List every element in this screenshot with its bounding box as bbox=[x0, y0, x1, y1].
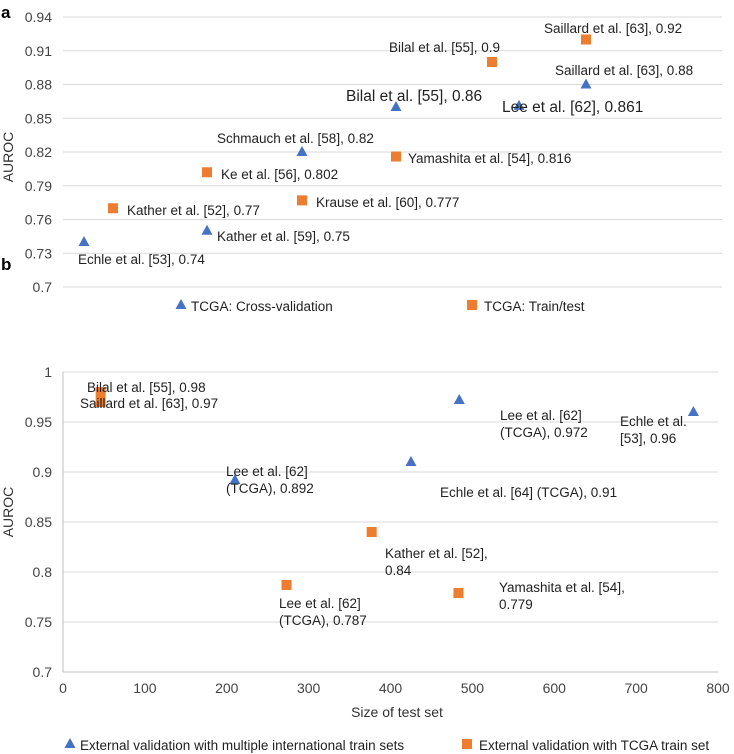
panel-b-annotations: Lee et al. [62] (TCGA), 0.892 Echle et al.… bbox=[80, 380, 687, 628]
panel-a-y-tick-label: 0.82 bbox=[25, 144, 52, 160]
panel-b-x-tick-label: 300 bbox=[297, 680, 321, 696]
legend-triangle-icon bbox=[64, 738, 76, 748]
legend-label-train-test: TCGA: Train/test bbox=[484, 299, 585, 314]
triangle-marker-lee-et-al-62-tcga-0-972 bbox=[453, 394, 465, 404]
legend-triangle-icon bbox=[175, 299, 187, 309]
legend-square-icon bbox=[467, 300, 477, 310]
square-marker-bilal-et-al-55-0-98 bbox=[95, 387, 106, 397]
panel-b-x-axis-title: Size of test set bbox=[351, 704, 443, 720]
panel-b-x-tick-label: 600 bbox=[543, 680, 567, 696]
data-label-lee-et-al-62-tcga-0-892: Lee et al. [62] (TCGA), 0.892 bbox=[226, 464, 314, 496]
panel-b-x-tick-label: 700 bbox=[624, 680, 648, 696]
panel-a-y-ticks: 0.7 0.73 0.76 0.79 0.82 0.85 0.88 0.91 0.94 bbox=[25, 9, 52, 295]
panel-b-y-tick-label: 0.75 bbox=[25, 614, 52, 630]
panel-b-x-tick-label: 0 bbox=[59, 680, 67, 696]
square-marker-bilal-et-al-55-0-9 bbox=[487, 57, 497, 67]
data-label-kather-et-al-52-0-84: Kather et al. [52], 0.84 bbox=[385, 546, 488, 578]
panel-b-y-tick-label: 0.9 bbox=[33, 464, 53, 480]
data-label-bilal-et-al-55-0-98: Bilal et al. [55], 0.98 bbox=[87, 380, 206, 395]
data-label-saillard-et-al-63-0-97: Saillard et al. [63], 0.97 bbox=[80, 396, 218, 411]
panel-a-annotations: Echle et al. [53], 0.74 Kather et al. [59… bbox=[78, 21, 693, 267]
panel-b-markers bbox=[95, 387, 699, 598]
panel-b-legend: External validation with multiple intern… bbox=[64, 738, 709, 753]
data-label-echle-et-al-64-tcga-0-91: Echle et al. [64] (TCGA), 0.91 bbox=[440, 485, 617, 500]
panel-a-legend: TCGA: Cross-validation TCGA: Train/test bbox=[175, 299, 585, 314]
square-marker-yamashita-et-al-54-0-779 bbox=[453, 588, 464, 598]
square-marker-yamashita-et-al-54-0-816 bbox=[391, 151, 401, 162]
data-label-krause-et-al-60-0-777: Krause et al. [60], 0.777 bbox=[316, 195, 459, 210]
panel-a-y-tick-label: 0.76 bbox=[25, 212, 52, 228]
panel-b-y-tick-label: 0.85 bbox=[25, 514, 52, 530]
panel-b-x-tick-label: 100 bbox=[133, 680, 157, 696]
square-marker-kather-et-al-52-0-84 bbox=[366, 527, 377, 537]
panel-a-chart: 0.7 0.73 0.76 0.79 0.82 0.85 0.88 0.91 0.94 AURO… bbox=[0, 9, 722, 314]
panel-b-x-ticks: 0 100 200 300 400 500 600 700 800 bbox=[59, 680, 730, 696]
panel-b-y-tick-label: 0.95 bbox=[25, 414, 52, 430]
square-marker-ke-et-al-56-0-802 bbox=[202, 167, 212, 178]
data-label-yamashita-et-al-54-0-816: Yamashita et al. [54], 0.816 bbox=[408, 151, 571, 166]
data-label-saillard-et-al-63-0-92: Saillard et al. [63], 0.92 bbox=[544, 21, 682, 36]
triangle-marker-schmauch-et-al-58-0-82 bbox=[296, 146, 308, 156]
data-label-kather-et-al-52-0-77: Kather et al. [52], 0.77 bbox=[127, 203, 260, 218]
triangle-marker-kather-et-al-59-0-75 bbox=[201, 224, 213, 235]
panel-a-y-tick-label: 0.88 bbox=[25, 77, 52, 93]
triangle-marker-bilal-et-al-55-0-86 bbox=[390, 101, 402, 111]
panel-a-y-tick-label: 0.85 bbox=[25, 110, 52, 126]
data-label-yamashita-et-al-54-0-779: Yamashita et al. [54], 0.779 bbox=[499, 580, 625, 612]
data-label-schmauch-et-al-58-0-82: Schmauch et al. [58], 0.82 bbox=[217, 131, 374, 146]
panel-b-y-axis-title: AUROC bbox=[0, 487, 16, 538]
square-marker-saillard-et-al-63-0-92 bbox=[581, 34, 591, 45]
panel-a-letter: a bbox=[1, 3, 11, 22]
panel-b-chart: 0.7 0.75 0.8 0.85 0.9 0.95 1 0 100 200 300 400 500 6… bbox=[0, 364, 730, 753]
data-label-bilal-et-al-55-0-86: Bilal et al. [55], 0.86 bbox=[346, 88, 482, 105]
square-marker-kather-et-al-52-0-77 bbox=[108, 203, 118, 214]
data-label-lee-et-al-62-tcga-0-972: Lee et al. [62] (TCGA), 0.972 bbox=[500, 408, 588, 440]
square-marker-saillard-et-al-63-0-97 bbox=[95, 397, 106, 407]
panel-a-y-tick-label: 0.73 bbox=[25, 245, 52, 261]
legend-label-tcga-train: External validation with TCGA train set bbox=[479, 738, 709, 753]
panel-a-y-tick-label: 0.79 bbox=[25, 178, 52, 194]
legend-square-icon bbox=[462, 739, 472, 749]
legend-label-cross-validation: TCGA: Cross-validation bbox=[191, 299, 333, 314]
panel-b-x-tick-label: 400 bbox=[379, 680, 403, 696]
panel-b-x-tick-label: 200 bbox=[215, 680, 239, 696]
data-label-echle-et-al-53-0-74: Echle et al. [53], 0.74 bbox=[78, 252, 205, 267]
triangle-marker-lee-et-al-62-0-861 bbox=[513, 99, 525, 110]
panel-a-y-tick-label: 0.91 bbox=[25, 43, 52, 59]
data-label-echle-et-al-53-0-96: Echle et al. [53], 0.96 bbox=[620, 414, 687, 446]
data-label-lee-et-al-62-tcga-0-787: Lee et al. [62] (TCGA), 0.787 bbox=[279, 596, 367, 628]
panel-b-y-tick-label: 1 bbox=[44, 364, 52, 380]
data-label-saillard-et-al-63-0-88: Saillard et al. [63], 0.88 bbox=[555, 63, 693, 78]
triangle-marker-echle-et-al-53-0-74 bbox=[78, 236, 90, 246]
data-label-kather-et-al-59-0-75: Kather et al. [59], 0.75 bbox=[217, 229, 350, 244]
panel-b-x-tick-label: 500 bbox=[461, 680, 485, 696]
panel-b-letter: b bbox=[1, 255, 11, 274]
panel-a-y-tick-label: 0.7 bbox=[33, 279, 53, 295]
data-label-lee-et-al-62-0-861: Lee et al. [62], 0.861 bbox=[502, 99, 643, 116]
data-label-bilal-et-al-55-0-9: Bilal et al. [55], 0.9 bbox=[389, 40, 500, 55]
data-label-ke-et-al-56-0-802: Ke et al. [56], 0.802 bbox=[221, 167, 338, 182]
legend-label-multiple-international: External validation with multiple intern… bbox=[80, 738, 404, 753]
square-marker-lee-et-al-62-tcga-0-787 bbox=[281, 580, 292, 590]
panel-a-y-tick-label: 0.94 bbox=[25, 9, 52, 25]
panel-a-markers bbox=[78, 34, 592, 246]
triangle-marker-echle-et-al-53-0-96 bbox=[687, 406, 699, 416]
triangle-marker-echle-et-al-64-tcga-0-91 bbox=[405, 456, 417, 466]
square-marker-krause-et-al-60-0-777 bbox=[297, 195, 307, 206]
panel-b-y-tick-label: 0.7 bbox=[33, 664, 53, 680]
triangle-marker-lee-et-al-62-tcga-0-892 bbox=[229, 474, 241, 484]
panel-a-y-axis-title: AUROC bbox=[0, 132, 16, 183]
panel-b-x-tick-label: 800 bbox=[706, 680, 730, 696]
panel-b-y-tick-label: 0.8 bbox=[33, 564, 53, 580]
panel-b-gridlines bbox=[62, 371, 718, 673]
panel-b-y-ticks: 0.7 0.75 0.8 0.85 0.9 0.95 1 bbox=[25, 364, 52, 680]
triangle-marker-saillard-et-al-63-0-88 bbox=[580, 78, 592, 89]
